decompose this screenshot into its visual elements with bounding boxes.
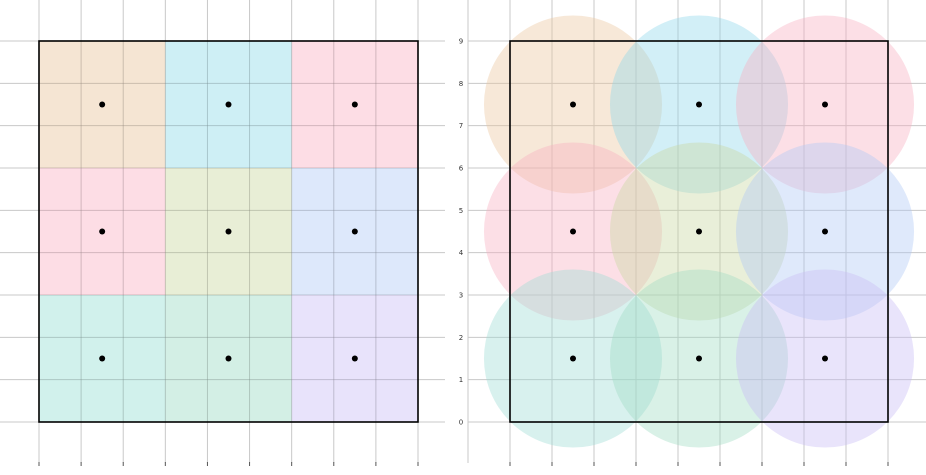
site-point (570, 101, 576, 108)
site-point (696, 355, 702, 362)
y-tick-label: 2 (459, 334, 463, 342)
site-point (822, 228, 828, 235)
y-tick-label: 5 (459, 207, 463, 215)
right-boundary-box (509, 40, 889, 423)
site-point (696, 101, 702, 108)
site-point (351, 228, 358, 235)
site-point (351, 101, 358, 108)
left-panel-grid-cells (0, 0, 445, 466)
y-tick-label: 0 (459, 419, 463, 427)
y-tick-label: 8 (459, 80, 463, 88)
site-point (696, 228, 702, 235)
y-tick-label: 3 (459, 292, 463, 300)
site-point (570, 228, 576, 235)
site-point (99, 101, 106, 108)
y-tick-label: 7 (459, 122, 463, 130)
site-point (570, 355, 576, 362)
y-tick-label: 4 (459, 249, 464, 257)
site-point (225, 101, 232, 108)
y-tick-label: 6 (459, 165, 464, 173)
site-point (99, 228, 106, 235)
site-point (351, 355, 358, 362)
y-tick-label: 9 (459, 38, 463, 46)
left-boundary-box (38, 40, 419, 423)
site-point (225, 228, 232, 235)
right-panel-overlapping-circles: 0 1 2 3 4 5 6 7 8 9 (459, 0, 926, 466)
site-point (99, 355, 106, 362)
site-point (822, 101, 828, 108)
site-point (822, 355, 828, 362)
y-tick-label: 1 (459, 376, 463, 384)
site-point (225, 355, 232, 362)
